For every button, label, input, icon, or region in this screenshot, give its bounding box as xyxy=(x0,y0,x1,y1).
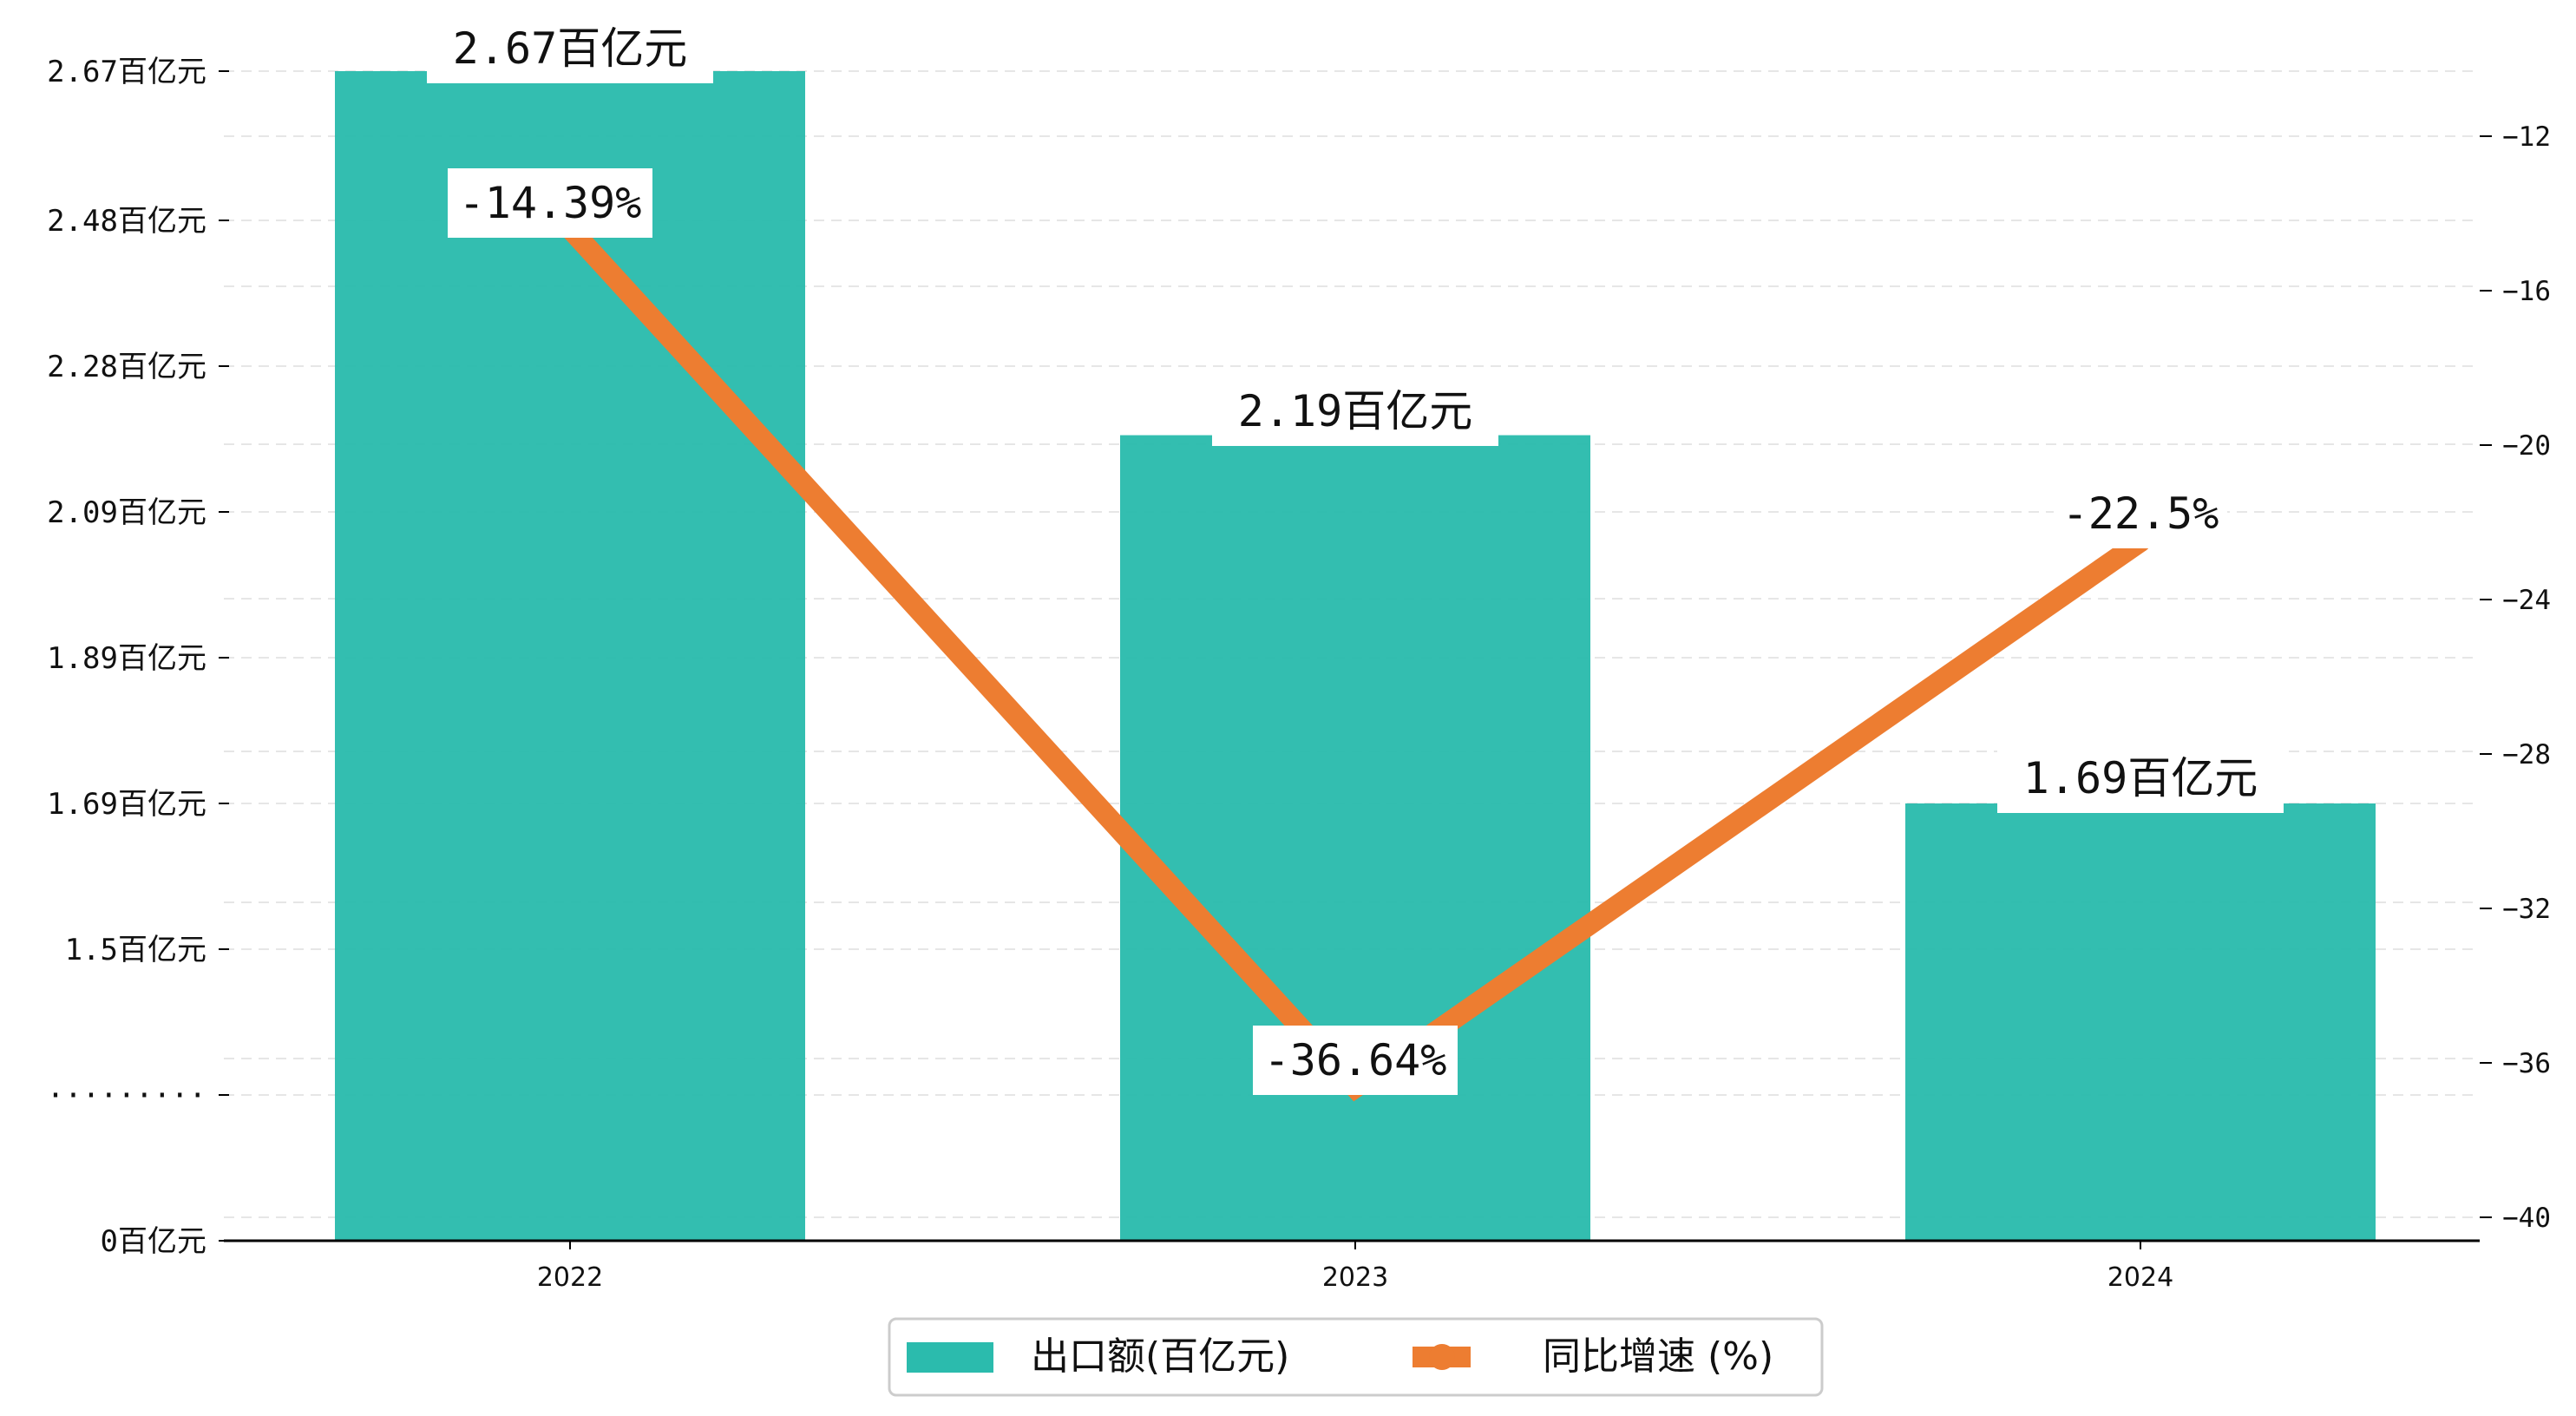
bar-label-2024: 1.69百亿元 xyxy=(2023,753,2258,803)
left-tick-label: 2.28百亿元 xyxy=(47,350,206,384)
left-tick-label: ········· xyxy=(47,1078,206,1113)
right-tick-label: −32 xyxy=(2502,894,2551,925)
left-tick-label: 2.67百亿元 xyxy=(47,55,206,89)
line-label-2023-bg xyxy=(1253,1026,1458,1095)
legend: 出口额(百亿元) 同比增速 (%) xyxy=(888,1317,1824,1397)
line-label-2023: -36.64% xyxy=(1264,1035,1447,1085)
bar-2024 xyxy=(1905,803,2376,1241)
bar-label-2023: 2.19百亿元 xyxy=(1238,386,1472,436)
bar-label-2022: 2.67百亿元 xyxy=(453,23,687,74)
legend-label-bar: 出口额(百亿元) xyxy=(1031,1334,1289,1379)
left-tick-label: 2.48百亿元 xyxy=(47,204,206,239)
line-label-2022: -14.39% xyxy=(459,178,642,228)
right-tick-label: −12 xyxy=(2502,121,2551,153)
bar-label-2024-bg xyxy=(1997,744,2284,813)
left-tick-label: 1.89百亿元 xyxy=(47,641,206,676)
axes: 2022 2023 2024 0百亿元 ········· 1.5百亿元 1.69百亿元 1.… xyxy=(47,55,2551,1293)
legend-swatch-bar xyxy=(907,1342,993,1373)
data-labels: 2.67百亿元 2.19百亿元 1.69百亿元 -14.39% -36.64% -22.5… xyxy=(427,14,2284,1095)
left-tick-label: 0百亿元 xyxy=(101,1224,206,1259)
bar-2023 xyxy=(1120,435,1590,1241)
bar-series xyxy=(335,71,2376,1241)
right-tick-label: −40 xyxy=(2502,1203,2551,1234)
line-label-2024-bg xyxy=(2054,479,2227,548)
right-tick-label: −24 xyxy=(2502,585,2551,616)
x-tick-label: 2023 xyxy=(1322,1262,1388,1293)
legend-label-line: 同比增速 (%) xyxy=(1543,1334,1773,1379)
bar-label-2023-bg xyxy=(1212,377,1498,446)
x-tick-label: 2022 xyxy=(537,1262,603,1293)
left-tick-label: 1.5百亿元 xyxy=(65,933,206,967)
right-tick-label: −36 xyxy=(2502,1048,2551,1079)
bar-2022 xyxy=(335,71,805,1241)
bar-label-2022-bg xyxy=(427,14,713,83)
left-tick-label: 2.09百亿元 xyxy=(47,495,206,530)
right-tick-label: −16 xyxy=(2502,276,2551,307)
line-label-2024: -22.5% xyxy=(2062,488,2219,539)
legend-frame xyxy=(888,1317,1824,1397)
legend-swatch-marker xyxy=(1429,1344,1455,1370)
x-tick-label: 2024 xyxy=(2107,1262,2173,1293)
line-label-2022-bg xyxy=(448,168,652,238)
left-tick-label: 1.69百亿元 xyxy=(47,787,206,822)
right-tick-label: −28 xyxy=(2502,739,2551,770)
right-tick-label: −20 xyxy=(2502,430,2551,462)
